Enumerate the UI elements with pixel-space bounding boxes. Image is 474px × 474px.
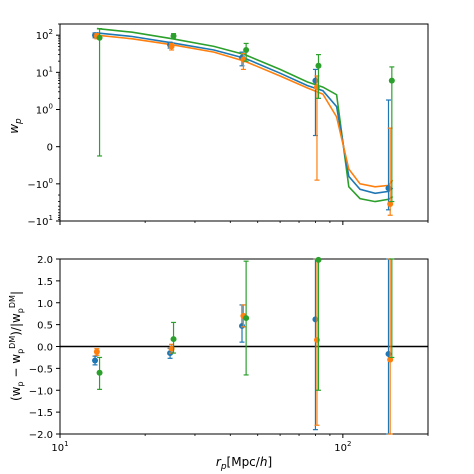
bottom-data-points bbox=[92, 256, 395, 435]
bottom-y-tick-label: −0.5 bbox=[29, 364, 53, 375]
bottom-point bbox=[387, 356, 394, 363]
top-data-points bbox=[92, 28, 395, 216]
bottom-x-tick-label: 102 bbox=[334, 440, 351, 454]
top-y-tick-label: −100 bbox=[27, 177, 53, 191]
bottom-point bbox=[93, 348, 100, 355]
top-point bbox=[315, 62, 322, 69]
top-point bbox=[168, 43, 175, 50]
bottom-y-tick-label: 0.0 bbox=[37, 343, 53, 354]
top-point bbox=[388, 77, 395, 84]
bottom-point bbox=[170, 336, 177, 343]
bottom-point bbox=[96, 369, 103, 376]
bottom-panel: −2.0 −1.5 −1.0 −0.5 0.0 0.5 1.0 1.5 2.0 101 102 (… bbox=[8, 255, 429, 472]
top-panel: 102 101 100 0 −100 −101 wp bbox=[7, 23, 429, 228]
bottom-point bbox=[92, 357, 99, 364]
top-y-axis-label: wp bbox=[7, 118, 24, 134]
top-y-tick-label: 100 bbox=[36, 103, 53, 117]
top-plot-frame bbox=[59, 23, 429, 222]
top-y-ticks: 102 101 100 0 −100 −101 bbox=[27, 23, 60, 228]
top-x-ticks bbox=[59, 221, 429, 225]
bottom-point bbox=[243, 315, 250, 322]
bottom-x-ticks: 101 102 bbox=[51, 434, 429, 454]
top-point bbox=[387, 201, 394, 208]
bottom-point bbox=[315, 256, 322, 263]
bottom-y-tick-label: 1.0 bbox=[37, 299, 53, 310]
top-point bbox=[243, 46, 250, 53]
top-model-curves bbox=[96, 27, 394, 203]
bottom-y-tick-label: −2.0 bbox=[29, 430, 53, 441]
top-point bbox=[96, 34, 103, 41]
bottom-y-tick-label: −1.0 bbox=[29, 386, 53, 397]
top-y-tick-label: 0 bbox=[47, 143, 53, 154]
bottom-y-axis-label: (wp − wpDM)/|wpDM| bbox=[8, 291, 25, 401]
top-y-tick-label: −101 bbox=[27, 214, 53, 228]
bottom-y-ticks: −2.0 −1.5 −1.0 −0.5 0.0 0.5 1.0 1.5 2.0 bbox=[29, 255, 60, 441]
top-y-tick-label: 102 bbox=[36, 28, 53, 42]
bottom-x-axis-label: rp[Mpc/h] bbox=[216, 455, 272, 472]
bottom-y-tick-label: 0.5 bbox=[37, 321, 53, 332]
bottom-point bbox=[239, 322, 246, 329]
bottom-y-tick-label: 2.0 bbox=[37, 255, 53, 266]
bottom-x-tick-label: 101 bbox=[51, 440, 68, 454]
top-y-tick-label: 101 bbox=[36, 65, 53, 79]
bottom-y-tick-label: 1.5 bbox=[37, 277, 53, 288]
bottom-y-tick-label: −1.5 bbox=[29, 408, 53, 419]
top-point bbox=[170, 33, 177, 40]
